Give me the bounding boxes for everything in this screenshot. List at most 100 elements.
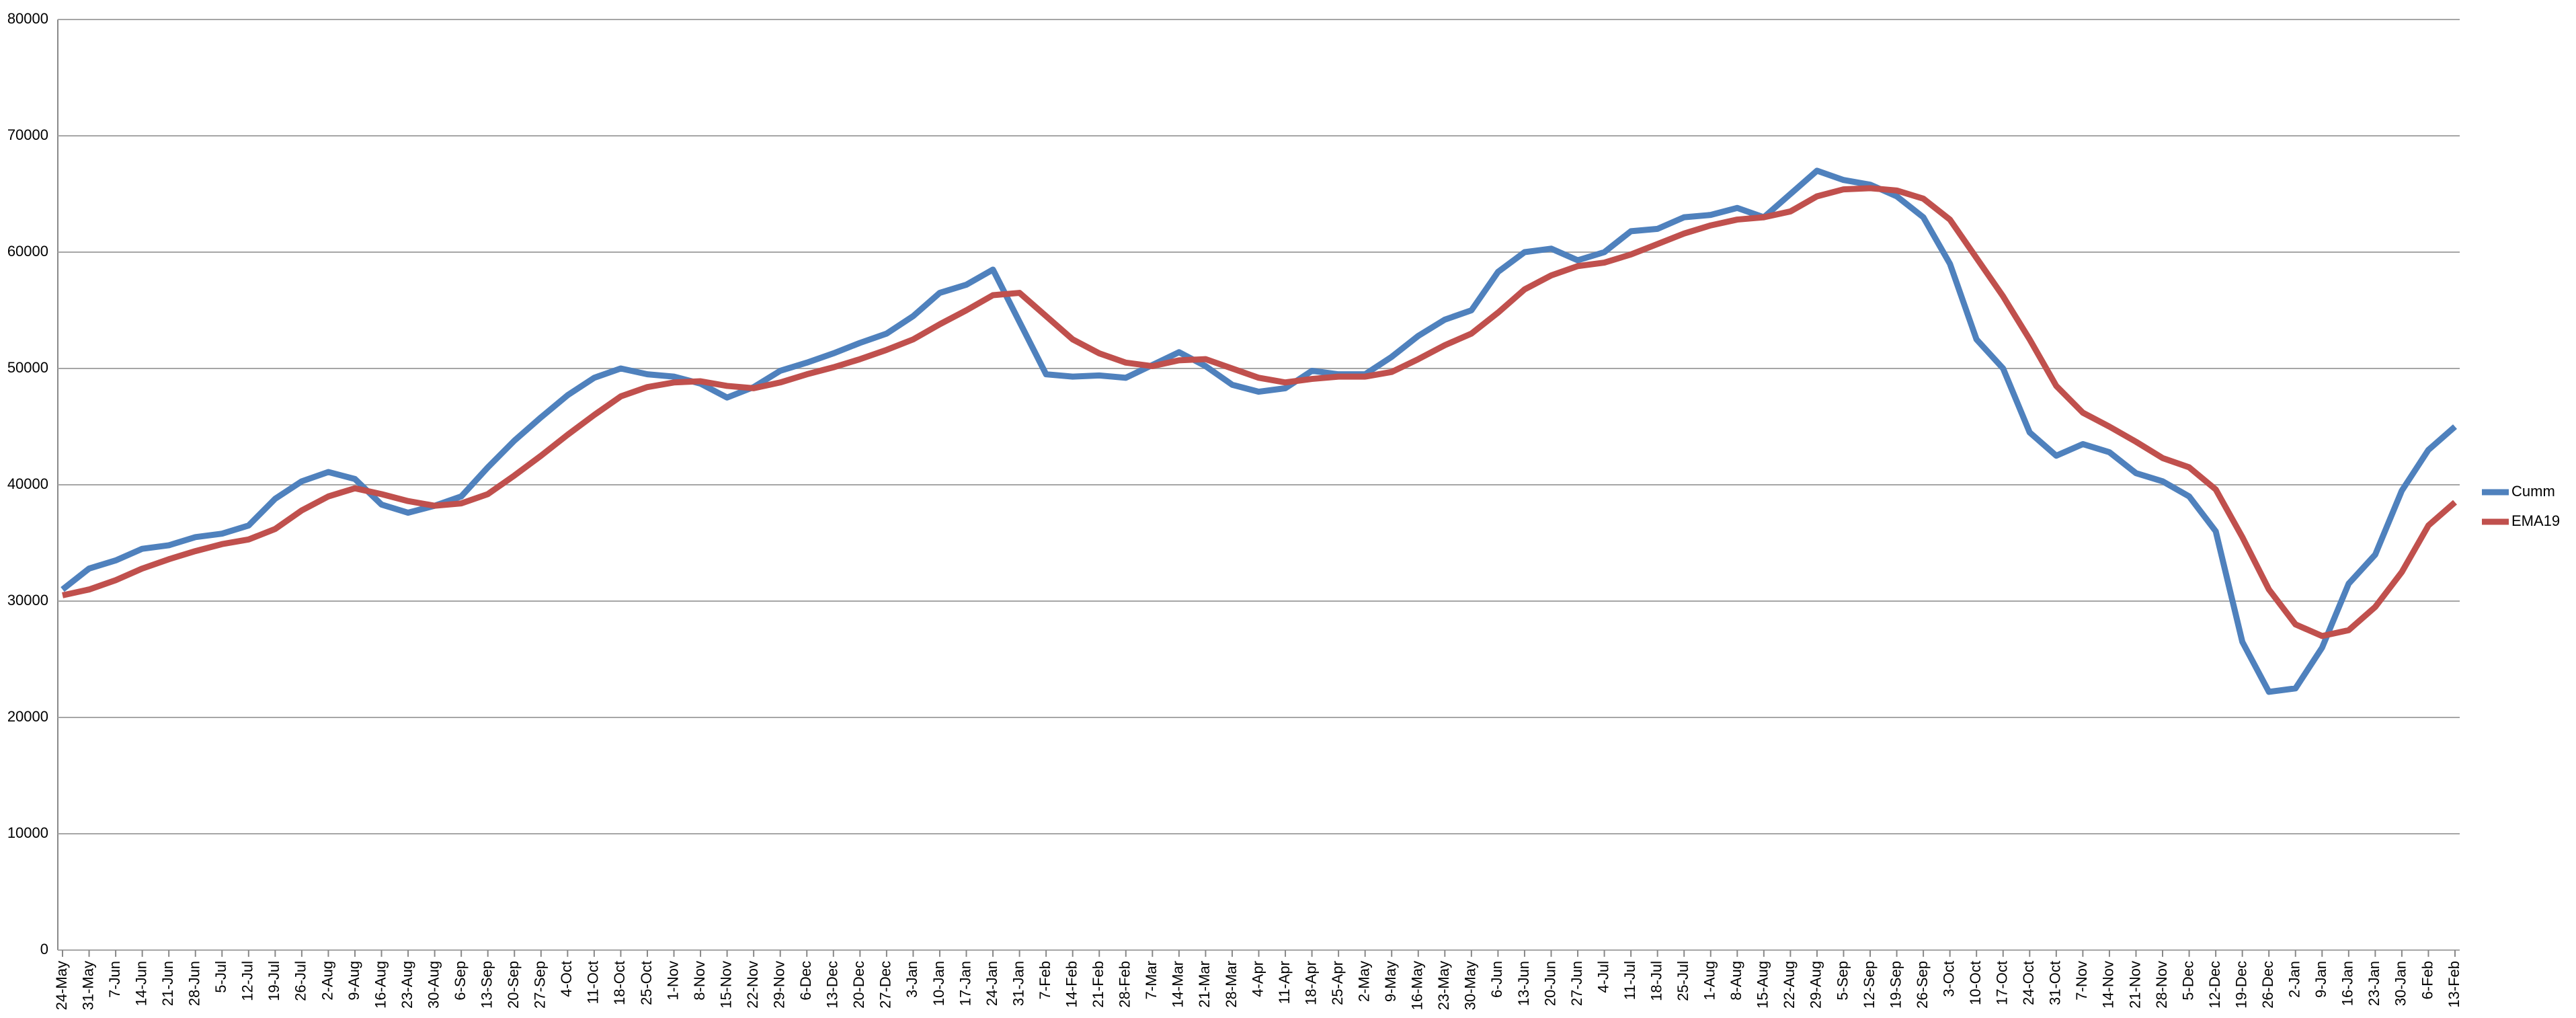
x-tick-label: 11-Jul <box>1621 961 1638 1000</box>
x-tick-label: 27-Sep <box>532 961 549 1009</box>
x-tick-label: 4-Jul <box>1595 961 1611 993</box>
x-tick-label: 11-Oct <box>585 961 602 1004</box>
x-tick-label: 12-Sep <box>1861 961 1878 1009</box>
x-tick-label: 31-May <box>79 961 96 1010</box>
x-tick-label: 28-Feb <box>1117 961 1133 1008</box>
x-tick-label: 4-Apr <box>1249 961 1266 997</box>
x-tick-label: 13-Sep <box>479 961 495 1009</box>
x-tick-label: 21-Jun <box>159 961 176 1006</box>
series-line <box>62 185 2457 639</box>
x-tick-label: 28-Jun <box>186 961 203 1006</box>
x-tick-label: 18-Apr <box>1302 961 1319 1005</box>
x-tick-label: 25-Oct <box>638 961 655 1005</box>
x-tick-label: 7-Mar <box>1143 961 1160 999</box>
x-tick-label: 14-Jun <box>132 961 149 1006</box>
x-tick-label: 17-Jan <box>957 961 973 1006</box>
x-tick-label: 20-Jun <box>1541 961 1558 1006</box>
x-tick-label: 12-Dec <box>2206 961 2223 1009</box>
x-tick-label: 22-Aug <box>1781 961 1798 1009</box>
x-tick-label: 23-Jan <box>2366 961 2382 1006</box>
x-tick-label: 3-Oct <box>1940 961 1957 997</box>
y-tick-label: 80000 <box>7 10 48 27</box>
x-tick-label: 8-Aug <box>1728 961 1744 1001</box>
x-tick-label: 12-Jul <box>239 961 256 1001</box>
x-tick-label: 15-Aug <box>1755 961 1771 1009</box>
x-tick-label: 14-Feb <box>1063 961 1080 1008</box>
x-tick-label: 27-Dec <box>877 961 894 1009</box>
y-tick-label: 10000 <box>7 824 48 841</box>
x-tick-label: 26-Sep <box>1914 961 1931 1009</box>
x-tick-label: 18-Oct <box>611 961 628 1005</box>
x-tick-label: 16-May <box>1409 961 1426 1010</box>
x-tick-label: 9-Jan <box>2312 961 2329 998</box>
x-tick-label: 9-Aug <box>346 961 362 1001</box>
x-tick-label: 30-Aug <box>425 961 442 1009</box>
x-tick-label: 18-Jul <box>1648 961 1664 1001</box>
x-tick-label: 21-Nov <box>2126 961 2143 1009</box>
x-tick-label: 11-Apr <box>1276 961 1293 1004</box>
x-tick-label: 9-May <box>1382 961 1399 1002</box>
series-line <box>61 167 2457 695</box>
x-tick-label: 22-Nov <box>744 961 761 1009</box>
x-tick-label: 2-May <box>1355 961 1372 1002</box>
x-tick-label: 7-Nov <box>2073 961 2090 1001</box>
x-tick-label: 5-Jul <box>212 961 229 993</box>
x-tick-label: 6-Jun <box>1488 961 1505 998</box>
x-tick-label: 28-Mar <box>1223 961 1240 1008</box>
x-tick-label: 7-Jun <box>106 961 123 998</box>
x-tick-label: 27-Jun <box>1568 961 1585 1006</box>
x-tick-label: 2-Jan <box>2286 961 2303 998</box>
y-tick-label: 70000 <box>7 126 48 143</box>
y-tick-label: 40000 <box>7 475 48 492</box>
y-tick-label: 50000 <box>7 359 48 376</box>
y-tick-label: 30000 <box>7 592 48 609</box>
x-tick-label: 24-Oct <box>2020 961 2037 1005</box>
x-tick-label: 19-Dec <box>2232 961 2249 1009</box>
x-tick-label: 20-Dec <box>850 961 867 1009</box>
x-tick-label: 5-Dec <box>2179 961 2196 1001</box>
x-tick-label: 3-Jan <box>903 961 920 998</box>
x-tick-label: 7-Feb <box>1037 961 1053 999</box>
x-tick-label: 29-Nov <box>771 961 788 1009</box>
x-tick-label: 13-Dec <box>824 961 841 1009</box>
x-tick-label: 19-Sep <box>1887 961 1904 1009</box>
x-tick-label: 13-Feb <box>2446 961 2462 1008</box>
x-tick-label: 28-Nov <box>2153 961 2170 1009</box>
x-tick-label: 6-Feb <box>2419 961 2436 999</box>
x-tick-label: 26-Dec <box>2259 961 2276 1009</box>
x-tick-label: 19-Jul <box>266 961 282 1001</box>
y-tick-label: 60000 <box>7 243 48 260</box>
y-tick-label: 0 <box>40 941 48 957</box>
x-tick-label: 30-Jan <box>2392 961 2409 1006</box>
x-tick-label: 2-Aug <box>319 961 335 1001</box>
x-tick-label: 13-Jun <box>1515 961 1532 1006</box>
x-tick-label: 21-Feb <box>1090 961 1106 1008</box>
x-tick-label: 31-Oct <box>2047 961 2064 1005</box>
x-tick-label: 20-Sep <box>505 961 522 1009</box>
x-tick-label: 6-Dec <box>797 961 814 1001</box>
y-tick-label: 20000 <box>7 708 48 725</box>
x-tick-label: 8-Nov <box>691 961 708 1001</box>
x-tick-label: 26-Jul <box>292 961 309 1001</box>
x-tick-label: 5-Sep <box>1834 961 1851 1001</box>
x-tick-label: 14-Mar <box>1170 961 1186 1008</box>
x-tick-label: 1-Nov <box>664 961 681 1001</box>
x-tick-label: 14-Nov <box>2100 961 2117 1009</box>
x-tick-label: 24-May <box>53 961 70 1010</box>
x-tick-label: 23-Aug <box>399 961 415 1009</box>
legend-label: EMA19 <box>2511 512 2560 529</box>
x-tick-label: 4-Oct <box>558 961 575 997</box>
x-tick-label: 16-Jan <box>2339 961 2356 1006</box>
x-tick-label: 6-Sep <box>452 961 469 1001</box>
x-tick-label: 15-Nov <box>717 961 734 1009</box>
x-tick-label: 30-May <box>1462 961 1479 1010</box>
x-tick-label: 31-Jan <box>1010 961 1027 1006</box>
x-tick-label: 23-May <box>1435 961 1452 1010</box>
x-tick-label: 21-Mar <box>1196 961 1213 1008</box>
x-tick-label: 25-Jul <box>1675 961 1691 1001</box>
x-tick-label: 17-Oct <box>1994 961 2011 1005</box>
legend-label: Cumm <box>2511 483 2555 500</box>
x-tick-label: 24-Jan <box>983 961 1000 1006</box>
x-tick-label: 16-Aug <box>372 961 389 1009</box>
